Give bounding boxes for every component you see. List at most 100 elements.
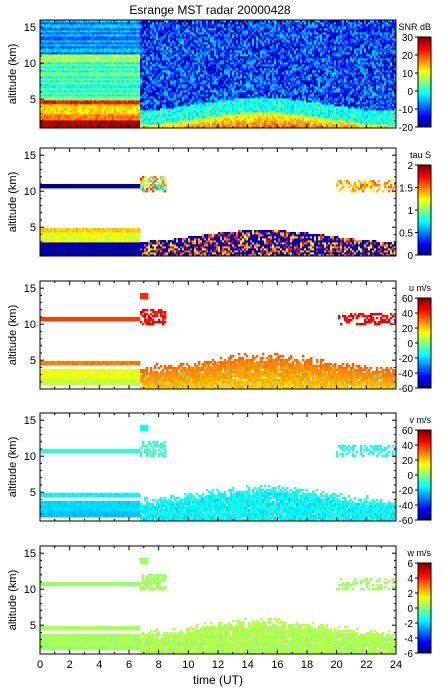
heatmap-cell: [164, 46, 167, 49]
heatmap-cell: [52, 22, 55, 25]
heatmap-cell: [60, 84, 63, 87]
heatmap-cell: [126, 116, 129, 119]
heatmap-cell: [110, 90, 113, 93]
heatmap-cell: [122, 104, 125, 107]
heatmap-cell: [156, 76, 159, 79]
heatmap-cell: [48, 50, 51, 53]
heatmap-cell: [82, 50, 85, 53]
heatmap-cell: [42, 110, 45, 113]
heatmap-cell: [46, 100, 49, 103]
heatmap-cell: [76, 114, 79, 117]
heatmap-cell: [110, 60, 113, 63]
heatmap-cell: [84, 120, 87, 123]
heatmap-cell: [78, 102, 81, 105]
heatmap-cell: [152, 60, 155, 63]
heatmap-cell: [162, 26, 165, 29]
heatmap-cell: [68, 38, 71, 41]
heatmap-cell: [168, 96, 171, 99]
heatmap-cell: [70, 50, 73, 53]
heatmap-cell: [104, 72, 107, 75]
heatmap-cell: [134, 72, 137, 75]
heatmap-cell: [158, 60, 161, 63]
heatmap-cell: [134, 30, 137, 33]
heatmap-cell: [42, 76, 45, 79]
heatmap-cell: [144, 68, 147, 71]
heatmap-cell: [156, 120, 159, 123]
heatmap-cell: [132, 74, 135, 77]
heatmap-cell: [154, 48, 157, 51]
heatmap-cell: [146, 100, 149, 103]
heatmap-cell: [86, 50, 89, 53]
heatmap-cell: [70, 68, 73, 71]
heatmap-cell: [58, 86, 61, 89]
heatmap-cell: [166, 70, 169, 73]
heatmap-cell: [138, 92, 141, 95]
heatmap-cell: [46, 114, 49, 117]
heatmap-cell: [100, 118, 103, 121]
heatmap-cell: [150, 22, 153, 25]
heatmap-cell: [50, 36, 53, 39]
heatmap-cell: [114, 52, 117, 55]
heatmap-cell: [106, 70, 109, 73]
heatmap-cell: [70, 88, 73, 91]
heatmap-cell: [82, 126, 85, 129]
heatmap-cell: [148, 86, 151, 89]
heatmap-cell: [130, 50, 133, 53]
heatmap-cell: [160, 86, 163, 89]
heatmap-cell: [120, 32, 123, 35]
heatmap-cell: [142, 72, 145, 75]
heatmap-cell: [116, 34, 119, 37]
heatmap-cell: [142, 32, 145, 35]
heatmap-cell: [124, 60, 127, 63]
heatmap-cell: [96, 124, 99, 127]
heatmap-cell: [120, 26, 123, 29]
heatmap-cell: [114, 114, 117, 117]
heatmap-cell: [162, 76, 165, 79]
heatmap-cell: [132, 62, 135, 65]
heatmap-cell: [130, 42, 133, 45]
heatmap-cell: [54, 96, 57, 99]
heatmap-cell: [130, 78, 133, 81]
heatmap-cell: [102, 66, 105, 69]
heatmap-cell: [104, 84, 107, 87]
heatmap-cell: [160, 26, 163, 29]
heatmap-cell: [56, 90, 59, 93]
heatmap-cell: [90, 48, 93, 51]
heatmap-cell: [98, 54, 101, 57]
heatmap-cell: [68, 112, 71, 115]
heatmap-cell: [86, 34, 89, 37]
heatmap-cell: [76, 124, 79, 127]
heatmap-cell: [90, 78, 93, 81]
heatmap-cell: [144, 60, 147, 63]
heatmap-cell: [70, 54, 73, 57]
heatmap-cell: [100, 22, 103, 25]
heatmap-cell: [64, 118, 67, 121]
heatmap-cell: [80, 102, 83, 105]
heatmap-cell: [116, 70, 119, 73]
heatmap-cell: [126, 94, 129, 97]
heatmap-cell: [48, 96, 51, 99]
heatmap-cell: [136, 20, 139, 23]
heatmap-cell: [68, 76, 71, 79]
heatmap-cell: [90, 114, 93, 117]
heatmap-cell: [110, 126, 113, 129]
heatmap-cell: [112, 84, 115, 87]
heatmap-cell: [88, 28, 91, 31]
heatmap-cell: [114, 94, 117, 97]
heatmap-cell: [158, 40, 161, 43]
heatmap-cell: [64, 80, 67, 83]
heatmap-cell: [88, 46, 91, 49]
heatmap-cell: [62, 30, 65, 33]
heatmap-cell: [98, 32, 101, 35]
heatmap-cell: [154, 80, 157, 83]
heatmap-cell: [40, 58, 43, 61]
heatmap-cell: [156, 28, 159, 31]
heatmap-cell: [136, 82, 139, 85]
heatmap-cell: [118, 22, 121, 25]
heatmap-cell: [78, 36, 81, 39]
heatmap-cell: [48, 94, 51, 97]
heatmap-cell: [54, 78, 57, 81]
heatmap-cell: [134, 116, 137, 119]
heatmap-cell: [106, 38, 109, 41]
heatmap-cell: [42, 74, 45, 77]
